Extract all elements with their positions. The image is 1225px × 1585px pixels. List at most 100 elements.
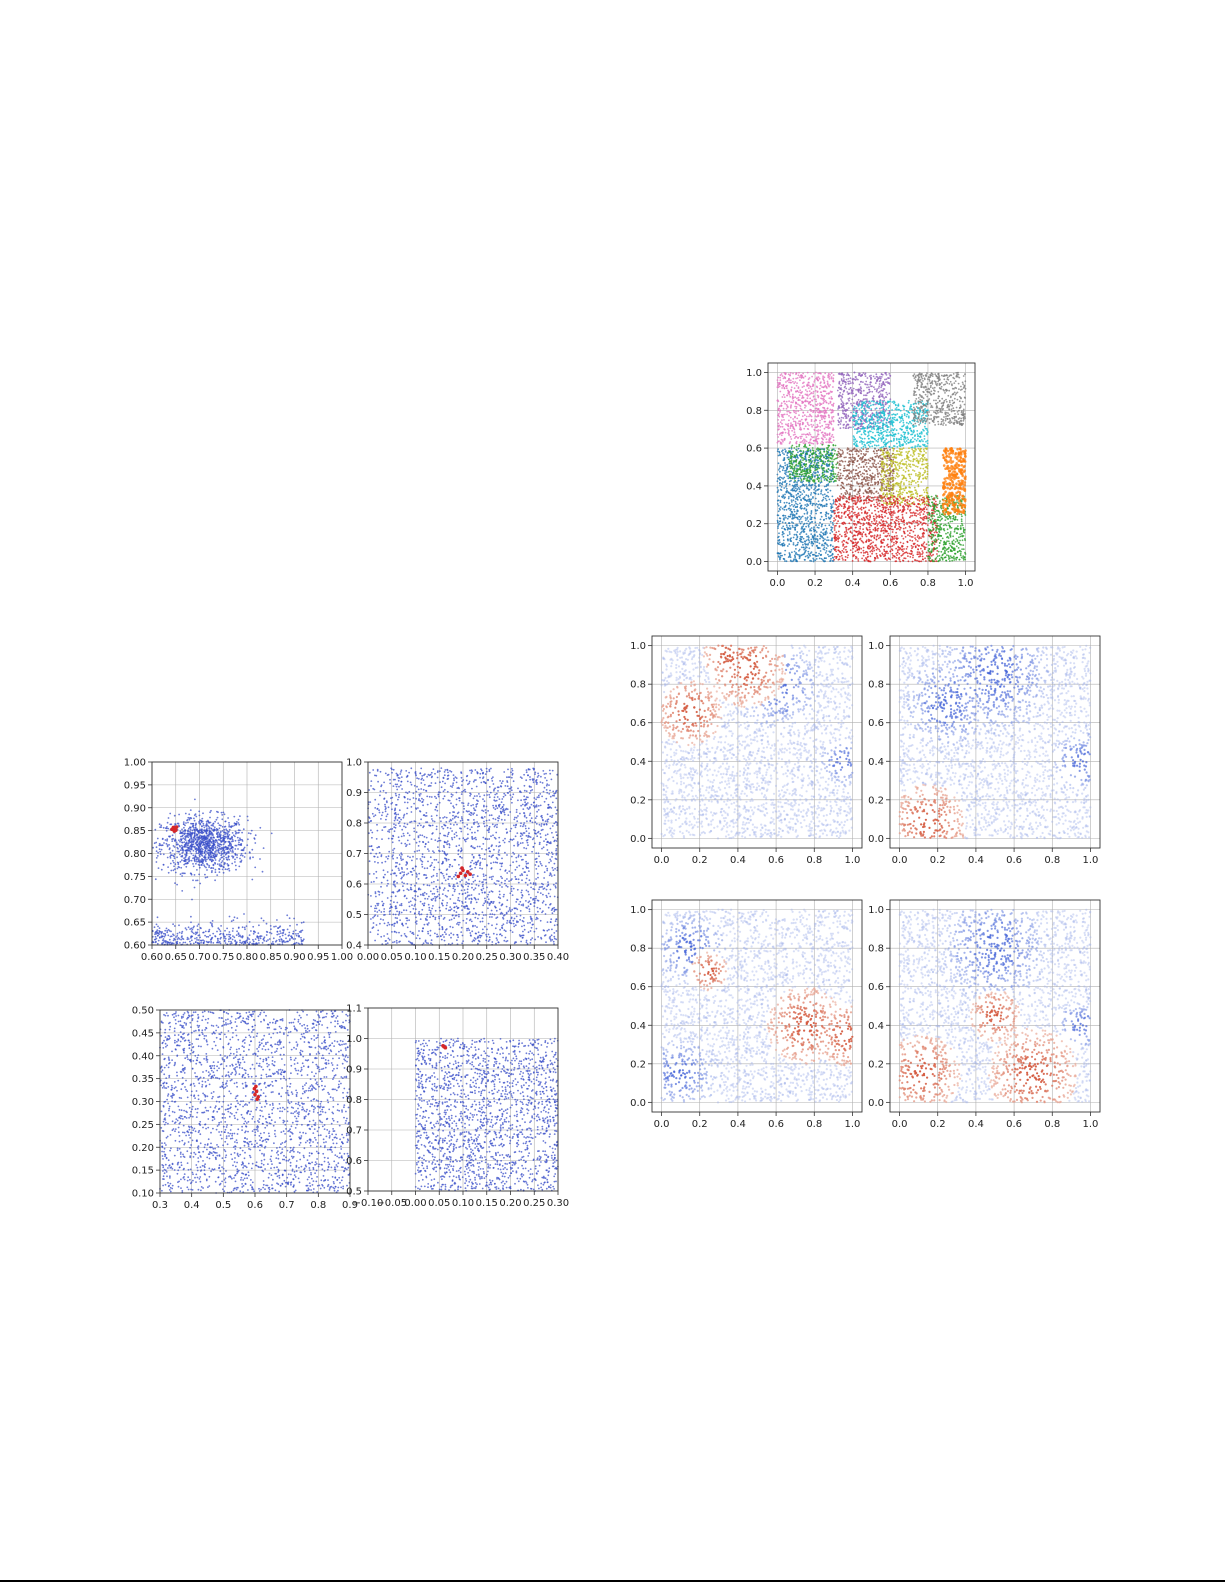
zoom-b-point: [399, 784, 402, 787]
zoom-a-point: [211, 858, 214, 861]
zoom-b-point: [396, 788, 399, 791]
zoom-a-point: [238, 843, 241, 846]
zoom-c-point: [292, 1148, 294, 1150]
zoom-b-point: [415, 923, 418, 925]
zoom-a-xtick-label-5: 0.85: [260, 952, 282, 963]
zoom-b-point: [549, 789, 551, 792]
zoom-b-point: [486, 838, 489, 841]
zoom-a-point: [272, 937, 275, 940]
zoom-a-point: [215, 855, 218, 857]
zoom-b-point: [482, 914, 485, 916]
zoom-c-point: [311, 1027, 314, 1029]
zoom-b-point: [377, 780, 379, 783]
zoom-b-point: [477, 859, 480, 862]
zoom-c-point: [212, 1154, 214, 1157]
zoom-a-point: [192, 879, 194, 882]
zoom-b-point: [398, 820, 401, 823]
zoom-b-point: [466, 882, 469, 885]
zoom-b-point: [450, 802, 452, 805]
zoom-b-point: [392, 891, 395, 894]
zoom-a-point: [280, 932, 282, 935]
zoom-a-point: [227, 817, 229, 819]
zoom-b-point: [393, 847, 396, 850]
zoom-a-point: [208, 846, 211, 849]
zoom-a-point: [247, 832, 250, 834]
zoom-b-point: [395, 861, 397, 864]
zoom-c-point: [247, 1018, 250, 1021]
zoom-c-point: [190, 1188, 192, 1191]
zoom-b-point: [498, 901, 501, 904]
zoom-b-point: [467, 837, 469, 840]
zoom-a-point: [215, 849, 218, 852]
zoom-c-point: [224, 1181, 227, 1184]
zoom-c-point: [218, 1121, 221, 1124]
zoom-b-point: [382, 876, 385, 879]
zoom-c-point: [167, 1167, 169, 1169]
zoom-c-point: [329, 1032, 332, 1034]
zoom-b-point: [389, 903, 392, 906]
zoom-c-point: [336, 1109, 339, 1111]
zoom-c-point: [318, 1126, 320, 1129]
zoom-b-point: [449, 863, 452, 866]
zoom-a-point: [201, 852, 204, 855]
zoom-a-point: [297, 942, 300, 945]
zoom-b-point: [492, 861, 495, 864]
zoom-a-point: [181, 935, 183, 937]
zoom-b-point: [549, 935, 552, 938]
zoom-b-point: [443, 936, 445, 938]
zoom-b-point: [549, 895, 552, 898]
zoom-b-point: [527, 827, 530, 830]
zoom-c-point: [225, 1082, 228, 1084]
zoom-c-point: [302, 1103, 304, 1105]
zoom-b-point: [497, 941, 500, 944]
zoom-c-point: [165, 1144, 167, 1146]
zoom-b-point: [508, 840, 511, 843]
zoom-b-point: [436, 935, 438, 938]
zoom-a-point: [215, 839, 218, 842]
zoom-b-point: [462, 805, 465, 807]
zoom-b-point: [448, 844, 451, 846]
zoom-a-point: [244, 852, 247, 855]
zoom-b-point: [436, 809, 439, 812]
zoom-b-point: [457, 885, 459, 887]
zoom-c-point: [194, 1097, 196, 1099]
zoom-b-point: [428, 850, 430, 852]
zoom-b-point: [460, 926, 463, 929]
zoom-b-point: [408, 771, 410, 774]
zoom-a-point: [211, 923, 213, 925]
zoom-b-point: [442, 790, 445, 793]
zoom-b-point: [515, 860, 518, 863]
zoom-c-point: [321, 1168, 324, 1171]
zoom-c-point: [345, 1168, 348, 1171]
zoom-c-point: [274, 1051, 276, 1053]
zoom-b-point: [484, 878, 487, 881]
zoom-a-point: [257, 939, 260, 942]
zoom-b-point: [504, 936, 507, 939]
zoom-a-point: [217, 939, 219, 942]
zoom-b-point: [370, 852, 372, 855]
zoom-a-point: [227, 835, 230, 838]
zoom-c-point: [222, 1188, 224, 1191]
zoom-b-point: [528, 908, 531, 910]
zoom-b-point: [522, 867, 524, 870]
zoom-b-point: [535, 861, 538, 863]
zoom-b-point: [445, 854, 448, 857]
zoom-b-point: [371, 831, 374, 834]
zoom-c-point: [236, 1066, 238, 1068]
zoom-a-point: [239, 941, 241, 944]
zoom-a-point: [249, 941, 251, 944]
zoom-b-point: [477, 800, 479, 802]
zoom-b-point: [554, 885, 557, 888]
zoom-b-point: [461, 817, 463, 820]
zoom-a-point: [164, 933, 167, 935]
zoom-b-point: [475, 901, 478, 904]
zoom-c-point: [322, 1175, 325, 1177]
zoom-a-point: [292, 938, 295, 940]
zoom-b-point: [374, 914, 377, 917]
zoom-b-point: [400, 911, 403, 914]
zoom-b-point: [465, 881, 468, 883]
zoom-b-ytick-label-1: 0.5: [346, 910, 362, 921]
zoom-b-point: [449, 827, 452, 830]
zoom-b-point: [488, 876, 491, 879]
zoom-b-point: [485, 848, 487, 851]
